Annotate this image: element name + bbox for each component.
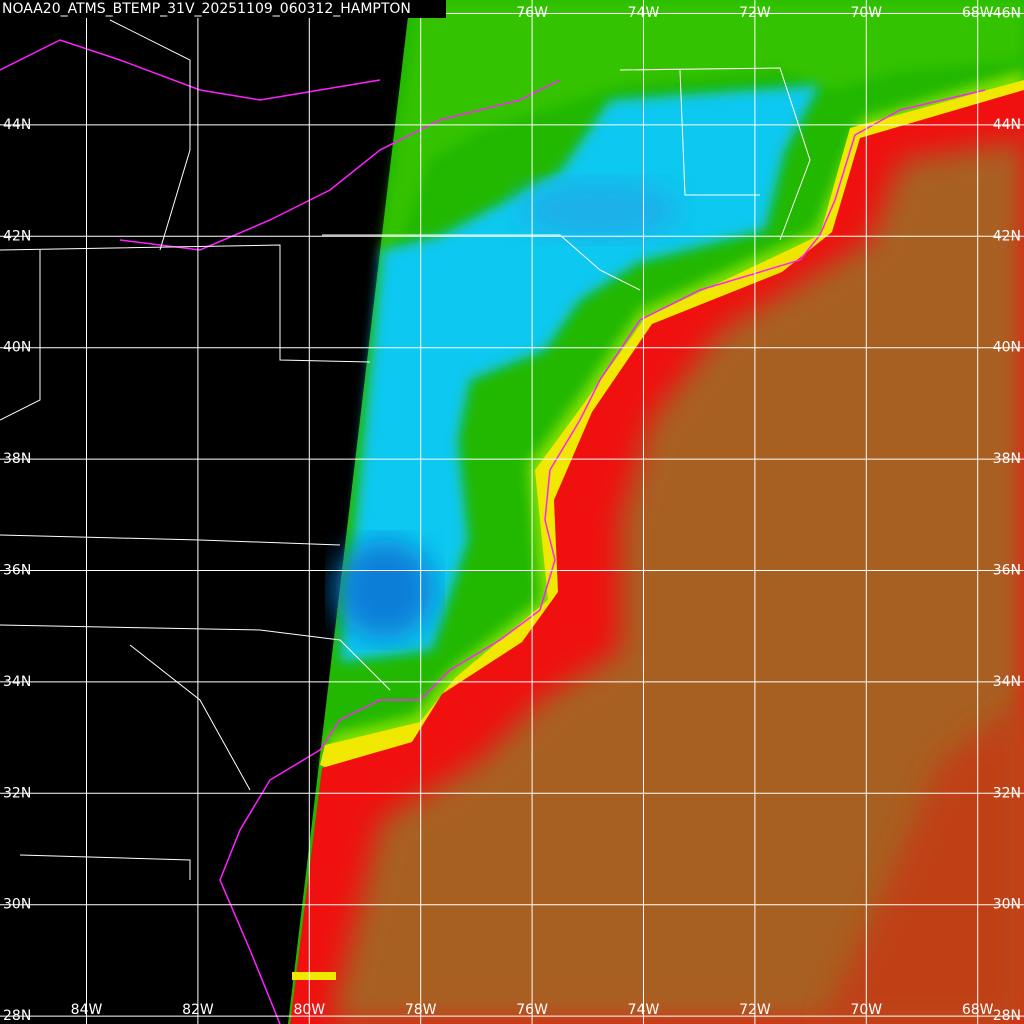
lon-label-bottom: 70W (850, 1002, 882, 1018)
lat-label-left: 30N (3, 897, 31, 913)
borders (0, 19, 811, 880)
lon-label-top: 76W (516, 5, 548, 21)
lat-label-left: 32N (3, 785, 31, 801)
lon-label-top: 72W (739, 5, 771, 21)
lon-label-top: 68W (962, 5, 994, 21)
lat-label-right: 30N (993, 897, 1021, 913)
coastline (0, 39, 986, 1024)
lat-label-left: 38N (3, 451, 31, 467)
lon-label-bottom: 72W (739, 1002, 771, 1018)
lat-label-left: 44N (3, 117, 31, 133)
lat-label-right: 32N (993, 785, 1021, 801)
lon-label-bottom: 78W (405, 1002, 437, 1018)
lat-label-left: 42N (3, 228, 31, 244)
lat-label-right: 42N (993, 228, 1021, 244)
lat-label-left: 34N (3, 674, 31, 690)
lon-label-bottom: 84W (71, 1002, 103, 1018)
lat-label-left: 28N (3, 1008, 31, 1024)
title-box (0, 0, 446, 18)
lat-label-right: 44N (993, 117, 1021, 133)
lat-label-right: 34N (993, 674, 1021, 690)
lat-label-right: 36N (993, 563, 1021, 579)
lat-label-right: 28N (993, 1008, 1021, 1024)
lon-label-bottom: 68W (962, 1002, 994, 1018)
lon-label-bottom: 82W (182, 1002, 214, 1018)
lat-label-right: 40N (993, 340, 1021, 356)
lat-label-right: 38N (993, 451, 1021, 467)
lon-label-top: 74W (628, 5, 660, 21)
lat-label-left: 36N (3, 563, 31, 579)
lon-label-top: 70W (850, 5, 882, 21)
lat-label-right: 46N (993, 6, 1021, 22)
lon-label-bottom: 74W (628, 1002, 660, 1018)
lon-label-bottom: 80W (293, 1002, 325, 1018)
map-title: NOAA20_ATMS_BTEMP_31V_20251109_060312_HA… (2, 1, 411, 17)
lon-label-bottom: 76W (516, 1002, 548, 1018)
swath (288, 0, 1024, 1024)
lat-label-left: 40N (3, 340, 31, 356)
